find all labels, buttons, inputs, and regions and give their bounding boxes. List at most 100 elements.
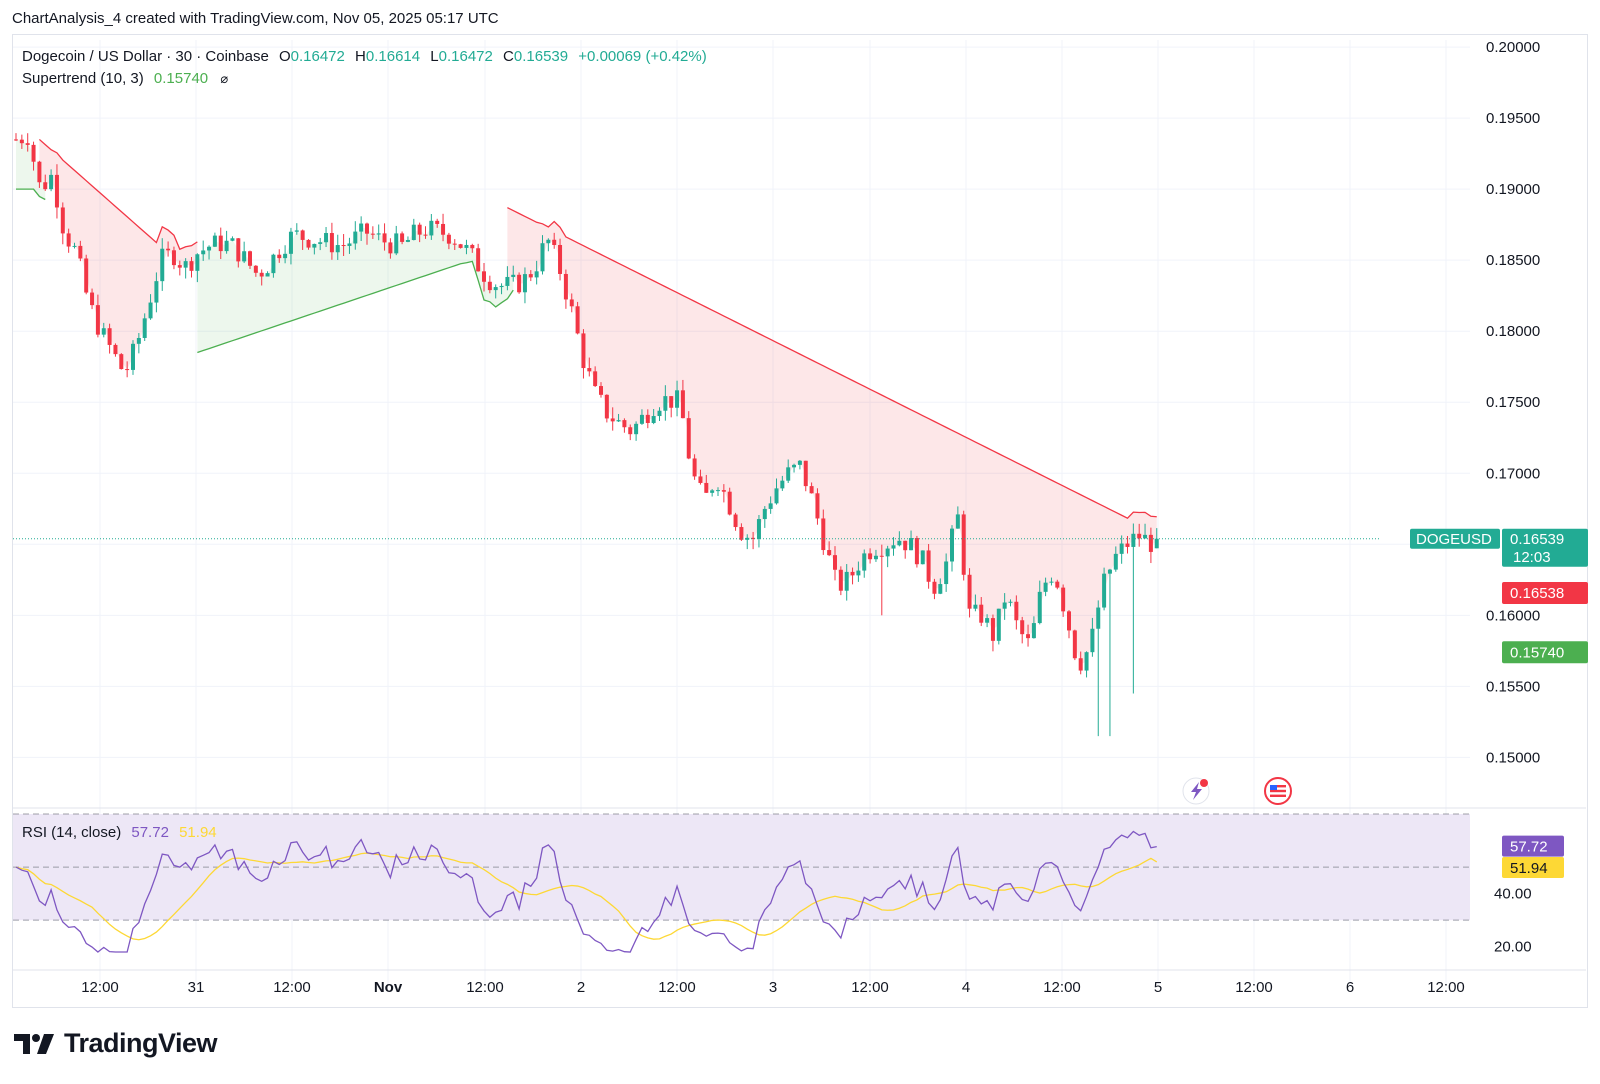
candle-body: [160, 248, 165, 282]
price-tick-label: 0.19500: [1486, 110, 1540, 127]
candle-body: [628, 427, 633, 435]
candle-body: [569, 299, 574, 307]
candle-body: [862, 553, 867, 571]
candle-body: [873, 555, 878, 560]
candle-body: [60, 207, 65, 234]
candle-body: [324, 233, 329, 243]
bid-badge-bg: [1502, 582, 1588, 604]
candle-body: [622, 420, 627, 428]
rsi-badge-value: 57.72: [1510, 839, 1548, 856]
candle-body: [429, 220, 434, 236]
candle-body: [698, 476, 703, 483]
last-price-value: 0.16539: [1510, 531, 1564, 548]
candle-body: [721, 490, 726, 492]
candle-body: [756, 519, 761, 540]
price-tick-label: 0.15500: [1486, 678, 1540, 695]
low-label: L: [430, 48, 439, 65]
candle-body: [1084, 652, 1089, 671]
tradingview-logo-icon: [14, 1033, 54, 1054]
candle-body: [441, 223, 446, 235]
supertrend-badge[interactable]: 0.15740: [1502, 641, 1588, 664]
candle-body: [745, 537, 750, 540]
rsi-band: [13, 814, 1470, 921]
candle-body: [95, 305, 100, 335]
candle-body: [288, 231, 293, 254]
candle-body: [329, 233, 334, 253]
candle-body: [955, 514, 960, 529]
candle-body: [464, 244, 469, 248]
candle-body: [1102, 573, 1107, 608]
symbol-badge[interactable]: DOGEUSD: [1410, 528, 1500, 549]
candle-body: [470, 244, 475, 249]
event-markers: [1182, 777, 1292, 805]
ideas-lightning-icon[interactable]: [1182, 777, 1210, 805]
candle-body: [224, 240, 229, 252]
supertrend-legend-row[interactable]: Supertrend (10, 3) 0.15740 ⌀: [22, 68, 707, 90]
rsi-legend[interactable]: RSI (14, close) 57.72 51.94: [22, 824, 217, 841]
rsi-axis[interactable]: 40.00 20.00 57.72 51.94: [1494, 835, 1564, 956]
candle-body: [189, 261, 194, 271]
supertrend-line-down: [507, 207, 1157, 519]
candle-body: [25, 143, 30, 145]
price-axis[interactable]: 0.20000 0.19500 0.19000 0.18500 0.18000 0.175…: [1410, 39, 1588, 766]
candle-body: [803, 460, 808, 487]
candle-body: [446, 234, 451, 244]
candle-body: [1026, 634, 1031, 639]
candle-body: [1096, 607, 1101, 629]
candle-body: [1067, 611, 1071, 631]
price-tick-label: 0.19000: [1486, 181, 1540, 198]
candle-body: [365, 223, 369, 234]
candle-body: [967, 574, 972, 609]
candle-body: [1113, 553, 1118, 570]
rsi-ma-badge[interactable]: 51.94: [1502, 856, 1564, 878]
candle-body: [686, 418, 691, 459]
candle-body: [762, 508, 767, 520]
us-flag-event-icon[interactable]: [1264, 777, 1292, 805]
candle-body: [142, 318, 147, 338]
candle-body: [394, 233, 399, 254]
candle-body: [669, 396, 674, 408]
candle-body: [517, 274, 522, 293]
bid-price-badge[interactable]: 0.16538: [1502, 582, 1588, 604]
candle-body: [37, 161, 42, 183]
rsi-tick-label: 20.00: [1494, 939, 1532, 956]
candle-body: [833, 555, 837, 570]
candle-body: [932, 581, 937, 594]
candle-body: [253, 265, 258, 273]
candle-body: [411, 224, 416, 241]
price-tick-label: 0.15000: [1486, 749, 1540, 766]
candle-body: [1055, 581, 1060, 588]
candle-body: [1078, 658, 1083, 671]
tradingview-logo[interactable]: TradingView: [14, 1028, 218, 1059]
candle-body: [49, 174, 54, 190]
time-axis[interactable]: 12:00 31 12:00 Nov 12:00 2 12:00 3 12:00 4 12:00 5 1…: [13, 969, 1586, 996]
price-tick-label: 0.16000: [1486, 607, 1540, 624]
candle-body: [487, 281, 492, 291]
rsi-label[interactable]: RSI (14, close): [22, 824, 122, 841]
candle-body: [985, 618, 990, 623]
high-value: 0.16614: [365, 48, 421, 65]
symbol-badge-bg: [1410, 528, 1500, 549]
candle-body: [704, 482, 709, 493]
candle-body: [230, 238, 235, 241]
symbol-name[interactable]: Dogecoin / US Dollar · 30 · Coinbase: [22, 48, 269, 65]
candlestick-series: [14, 133, 1159, 737]
symbol-badge-label: DOGEUSD: [1416, 531, 1492, 548]
candle-body: [347, 243, 352, 246]
high-label: H: [355, 48, 366, 65]
visibility-off-icon[interactable]: ⌀: [220, 71, 229, 86]
symbol-ohlc-row[interactable]: Dogecoin / US Dollar · 30 · Coinbase O0.…: [22, 46, 707, 68]
last-price-badge-bg: [1502, 528, 1588, 567]
candle-body: [558, 244, 563, 274]
candle-body: [774, 488, 779, 504]
candle-body: [528, 274, 533, 278]
candle-body: [950, 528, 954, 562]
candle-body: [242, 251, 247, 262]
candle-body: [1148, 534, 1153, 552]
supertrend-label[interactable]: Supertrend (10, 3): [22, 70, 144, 87]
candle-body: [207, 246, 212, 251]
rsi-value-badge[interactable]: 57.72: [1502, 835, 1564, 857]
candle-body: [119, 354, 124, 370]
